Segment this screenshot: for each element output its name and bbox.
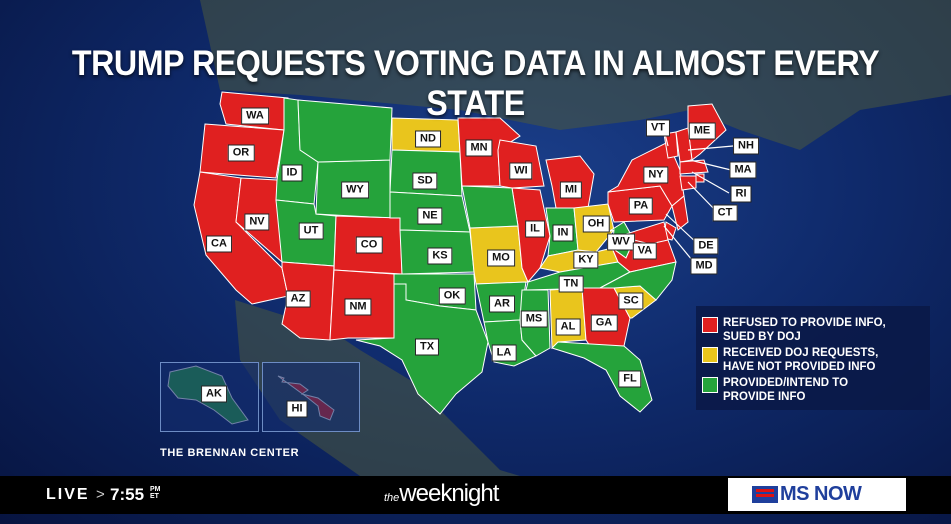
legend-item-not-provided: RECEIVED DOJ REQUESTS, HAVE NOT PROVIDED…: [702, 346, 878, 374]
state-label-wv: WV: [607, 233, 635, 251]
state-label-ny: NY: [643, 166, 669, 184]
state-label-ok: OK: [438, 287, 466, 305]
clock-meridiem: PM ET: [150, 486, 161, 500]
state-label-hi: HI: [286, 400, 308, 418]
state-label-nv: NV: [244, 213, 270, 231]
state-fl: [551, 341, 653, 413]
state-label-ri: RI: [730, 185, 752, 203]
alaska-inset: [160, 362, 259, 432]
source-credit: THE BRENNAN CENTER: [160, 447, 300, 459]
state-label-id: ID: [281, 164, 303, 182]
state-label-wy: WY: [341, 181, 369, 199]
headline: TRUMP REQUESTS VOTING DATA IN ALMOST EVE…: [71, 44, 880, 123]
state-label-ut: UT: [298, 222, 324, 240]
legend-line: PROVIDED/INTEND TO: [723, 377, 849, 389]
state-label-ak: AK: [201, 385, 227, 403]
state-label-wa: WA: [241, 107, 269, 125]
state-label-wi: WI: [509, 162, 533, 180]
state-label-nd: ND: [415, 130, 441, 148]
clock-time: 7:55: [110, 485, 145, 504]
state-label-va: VA: [632, 242, 658, 260]
legend-swatch-refused: [702, 317, 718, 333]
network-logo: MS NOW: [728, 478, 906, 511]
legend-swatch-provided: [702, 377, 718, 393]
state-label-nh: NH: [733, 137, 759, 155]
legend-line: SUED BY DOJ: [723, 331, 801, 343]
state-label-tx: TX: [414, 338, 440, 356]
legend-line: HAVE NOT PROVIDED INFO: [723, 361, 876, 373]
state-label-nm: NM: [344, 298, 372, 316]
legend-line: REFUSED TO PROVIDE INFO,: [723, 317, 886, 329]
state-label-in: IN: [552, 224, 574, 242]
state-label-vt: VT: [645, 119, 671, 137]
state-label-ar: AR: [489, 295, 515, 313]
state-label-fl: FL: [618, 370, 642, 388]
state-vt: [663, 131, 679, 159]
network-name: MS NOW: [780, 483, 862, 505]
state-label-il: IL: [525, 220, 545, 238]
legend-item-refused: REFUSED TO PROVIDE INFO, SUED BY DOJ: [702, 316, 886, 344]
state-label-pa: PA: [628, 197, 654, 215]
state-nc: [599, 261, 677, 301]
hawaii-inset: [262, 362, 360, 432]
mexico-land: [235, 300, 520, 476]
state-label-md: MD: [690, 257, 718, 275]
legend-swatch-not-provided: [702, 347, 718, 363]
state-ma: [679, 159, 709, 175]
state-label-sc: SC: [618, 292, 644, 310]
clock-timezone: ET: [150, 493, 159, 500]
legend: REFUSED TO PROVIDE INFO, SUED BY DOJ REC…: [696, 306, 930, 410]
show-logo-prefix: the: [384, 492, 400, 504]
state-ia: [461, 185, 519, 229]
chevron-right-icon: >: [96, 486, 105, 503]
canada-land: [200, 0, 951, 150]
show-logo: theweeknight: [384, 480, 499, 508]
state-mt: [297, 99, 393, 163]
state-label-ct: CT: [712, 204, 738, 222]
live-indicator: LIVE: [46, 486, 90, 503]
state-label-ga: GA: [590, 314, 618, 332]
state-nj: [671, 195, 689, 231]
state-label-tn: TN: [558, 275, 584, 293]
state-label-ky: KY: [573, 251, 599, 269]
state-label-ma: MA: [729, 161, 757, 179]
state-label-al: AL: [555, 318, 581, 336]
state-label-la: LA: [491, 344, 517, 362]
state-label-ca: CA: [206, 235, 232, 253]
state-label-ms: MS: [520, 310, 548, 328]
state-label-mo: MO: [487, 249, 515, 267]
flag-icon: [752, 486, 778, 503]
state-label-az: AZ: [285, 290, 311, 308]
state-label-ne: NE: [417, 207, 443, 225]
clock-ampm: PM: [150, 486, 161, 493]
legend-line: RECEIVED DOJ REQUESTS,: [723, 347, 879, 359]
show-logo-name: weeknight: [399, 480, 499, 507]
state-label-me: ME: [688, 122, 716, 140]
state-label-mn: MN: [465, 139, 493, 157]
legend-line: PROVIDE INFO: [723, 391, 806, 403]
state-label-or: OR: [227, 144, 255, 162]
legend-item-provided: PROVIDED/INTEND TO PROVIDE INFO: [702, 376, 848, 404]
state-label-ks: KS: [427, 247, 453, 265]
state-label-co: CO: [355, 236, 383, 254]
state-label-sd: SD: [412, 172, 438, 190]
state-label-oh: OH: [582, 215, 610, 233]
state-label-mi: MI: [559, 181, 583, 199]
state-label-de: DE: [693, 237, 719, 255]
